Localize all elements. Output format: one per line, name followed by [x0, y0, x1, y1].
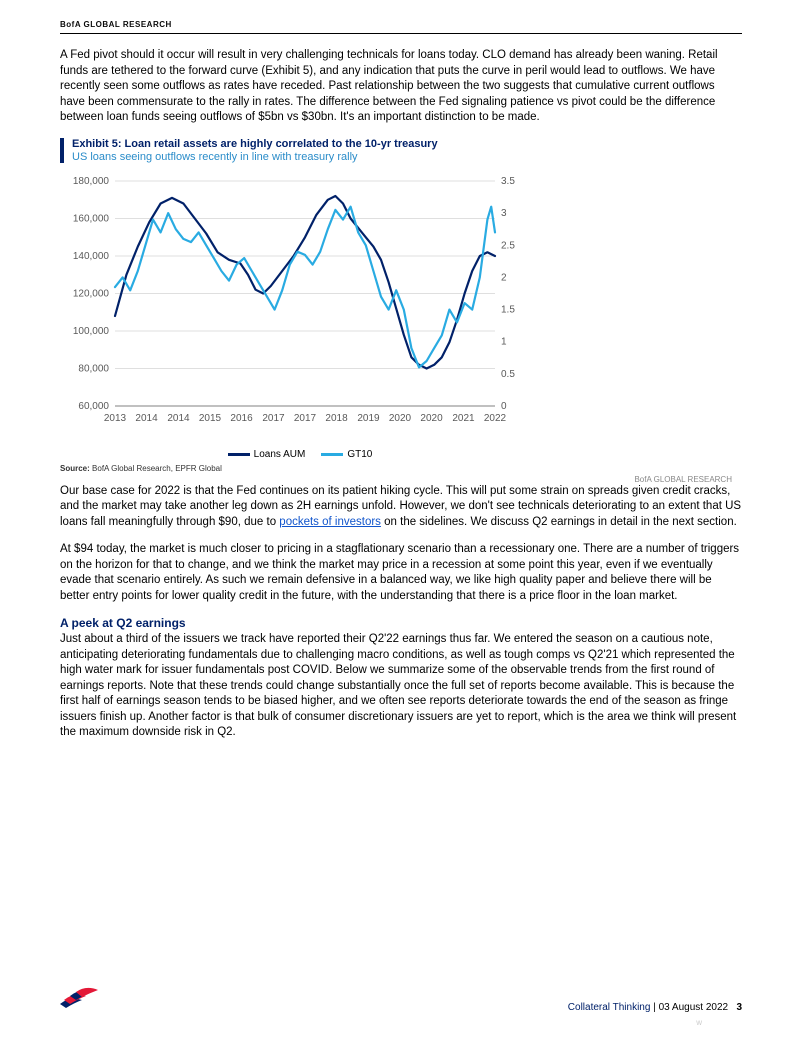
svg-text:2.5: 2.5: [501, 240, 515, 251]
svg-text:160,000: 160,000: [73, 213, 110, 224]
chart-legend: Loans AUM GT10: [60, 448, 540, 460]
legend-label: GT10: [347, 449, 372, 460]
legend-label: Loans AUM: [254, 449, 306, 460]
svg-text:3.5: 3.5: [501, 176, 515, 187]
svg-text:0: 0: [501, 401, 507, 412]
svg-text:3: 3: [501, 208, 507, 219]
footer-sep: |: [650, 1002, 658, 1013]
footer-date: 03 August 2022: [659, 1002, 729, 1013]
exhibit-watermark: BofA GLOBAL RESEARCH: [60, 475, 742, 484]
exhibit-header: Exhibit 5: Loan retail assets are highly…: [60, 138, 742, 163]
bofa-logo: [60, 986, 98, 1013]
svg-text:140,000: 140,000: [73, 251, 110, 262]
page-footer: Collateral Thinking | 03 August 2022 3: [60, 986, 742, 1013]
source-label: Source:: [60, 464, 90, 473]
footer-title: Collateral Thinking: [568, 1002, 651, 1013]
legend-swatch: [321, 453, 343, 456]
svg-text:120,000: 120,000: [73, 288, 110, 299]
svg-text:2020: 2020: [420, 413, 443, 424]
footer-right: Collateral Thinking | 03 August 2022 3: [568, 1002, 742, 1013]
paragraph-2b: on the sidelines. We discuss Q2 earnings…: [381, 516, 737, 528]
legend-swatch: [228, 453, 250, 456]
svg-text:2022: 2022: [484, 413, 507, 424]
svg-text:2014: 2014: [167, 413, 190, 424]
line-chart: 60,000 80,000 100,000 120,000 140,000 160,000…: [60, 171, 540, 441]
svg-text:2021: 2021: [452, 413, 475, 424]
svg-text:0.5: 0.5: [501, 368, 515, 379]
svg-text:2015: 2015: [199, 413, 222, 424]
svg-text:2013: 2013: [104, 413, 127, 424]
svg-text:2017: 2017: [294, 413, 317, 424]
paragraph-3: At $94 today, the market is much closer …: [60, 542, 742, 604]
footer-page-number: 3: [736, 1002, 742, 1013]
svg-text:100,000: 100,000: [73, 326, 110, 337]
svg-text:2018: 2018: [325, 413, 348, 424]
exhibit-title: Exhibit 5: Loan retail assets are highly…: [72, 138, 742, 150]
svg-text:180,000: 180,000: [73, 176, 110, 187]
svg-text:2020: 2020: [389, 413, 412, 424]
svg-text:2017: 2017: [262, 413, 285, 424]
paragraph-4: Just about a third of the issuers we tra…: [60, 632, 742, 741]
legend-item: GT10: [321, 449, 372, 460]
svg-text:2016: 2016: [230, 413, 253, 424]
brand-header: BofA GLOBAL RESEARCH: [60, 20, 742, 34]
pockets-of-investors-link[interactable]: pockets of investors: [279, 516, 381, 528]
svg-text:2019: 2019: [357, 413, 380, 424]
svg-text:1: 1: [501, 336, 507, 347]
chart-container: 60,000 80,000 100,000 120,000 140,000 160,000…: [60, 171, 540, 460]
section-q2-heading: A peek at Q2 earnings: [60, 616, 742, 630]
svg-text:80,000: 80,000: [78, 363, 109, 374]
paragraph-1: A Fed pivot should it occur will result …: [60, 48, 742, 126]
source-text: BofA Global Research, EPFR Global: [92, 464, 222, 473]
exhibit-subtitle: US loans seeing outflows recently in lin…: [72, 151, 742, 163]
footer-mark: w: [696, 1018, 702, 1027]
svg-text:2014: 2014: [135, 413, 158, 424]
svg-text:2: 2: [501, 272, 507, 283]
svg-text:60,000: 60,000: [78, 401, 109, 412]
paragraph-2: Our base case for 2022 is that the Fed c…: [60, 484, 742, 531]
legend-item: Loans AUM: [228, 449, 306, 460]
svg-text:1.5: 1.5: [501, 304, 515, 315]
exhibit-source: Source: BofA Global Research, EPFR Globa…: [60, 464, 742, 473]
